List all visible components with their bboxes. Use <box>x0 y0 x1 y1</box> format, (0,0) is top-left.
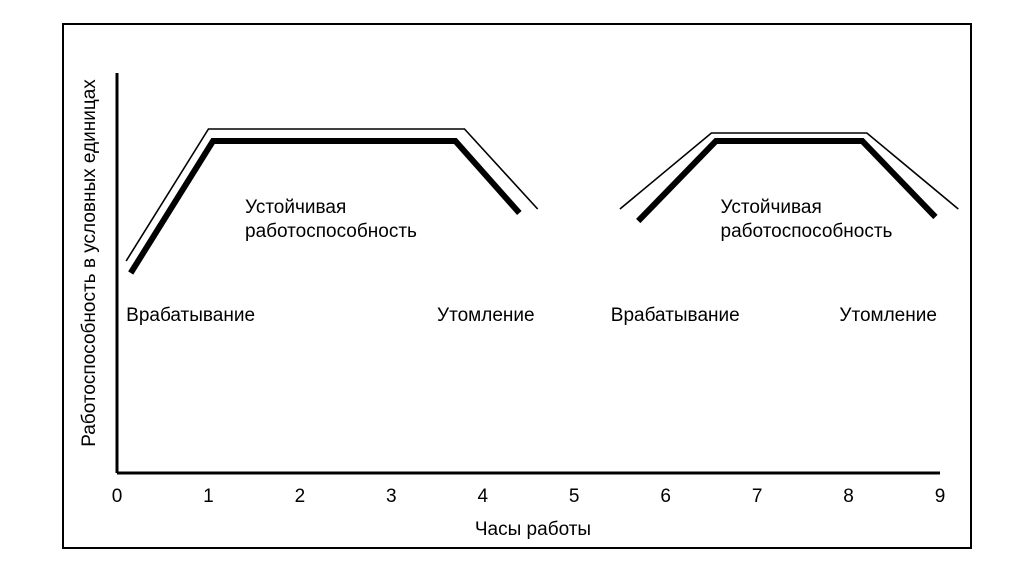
chart-frame <box>62 23 972 549</box>
annotation-label: Устойчивая <box>245 197 346 218</box>
axes <box>115 73 940 475</box>
annotation-label: Врабатывание <box>126 305 255 326</box>
x-axis-label: Часы работы <box>475 519 591 540</box>
x-tick-label: 5 <box>569 486 580 507</box>
x-tick-label: 0 <box>112 486 123 507</box>
shadow-line-2 <box>619 132 959 210</box>
annotation-label: Утомление <box>437 305 535 326</box>
series-line-2 <box>636 138 938 224</box>
annotation-label: Устойчивая <box>721 197 822 218</box>
x-tick-label: 1 <box>203 486 214 507</box>
x-tick-label: 6 <box>660 486 671 507</box>
x-tick-label: 2 <box>295 486 306 507</box>
shadow-line-1 <box>125 128 539 262</box>
x-tick-label: 4 <box>477 486 488 507</box>
series-line-1 <box>128 138 522 275</box>
y-axis-label: Работоспособность в условных единицах <box>79 79 100 447</box>
annotation-label: работоспособность <box>721 221 893 242</box>
x-tick-labels: 0 1 2 3 4 5 6 7 8 9 <box>112 486 946 507</box>
annotation-label: Врабатывание <box>611 305 740 326</box>
series-lines <box>125 128 959 275</box>
x-tick-label: 9 <box>935 486 946 507</box>
x-tick-label: 3 <box>386 486 397 507</box>
x-tick-label: 8 <box>843 486 854 507</box>
annotations: Врабатывание Устойчивая работоспособность У… <box>126 197 937 326</box>
x-tick-label: 7 <box>752 486 763 507</box>
annotation-label: работоспособность <box>245 221 417 242</box>
annotation-label: Утомление <box>839 305 937 326</box>
